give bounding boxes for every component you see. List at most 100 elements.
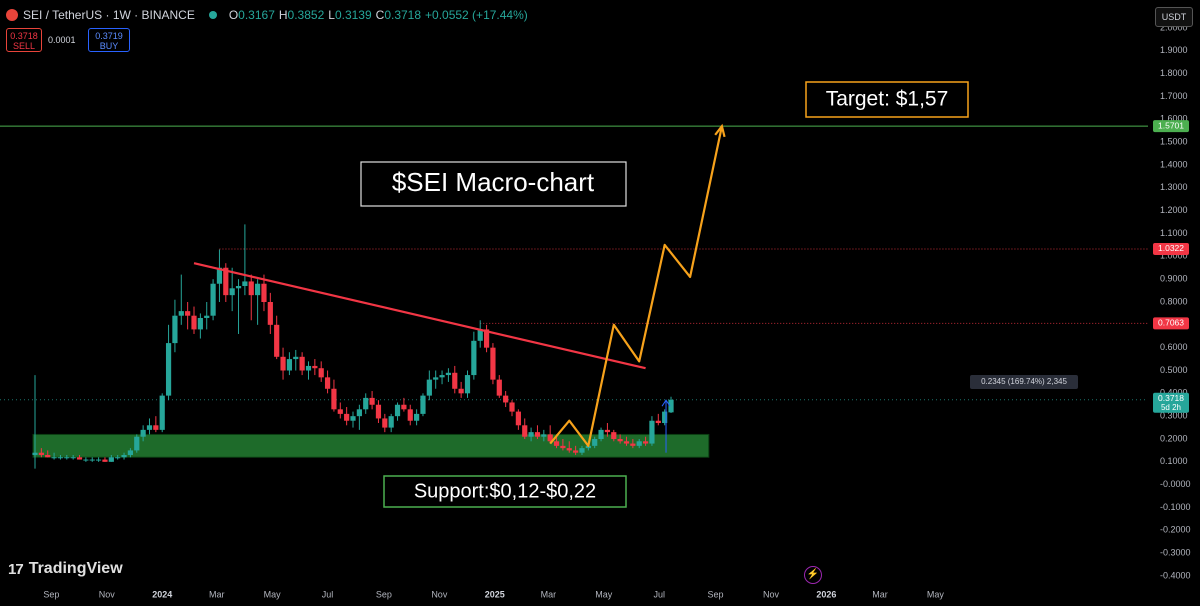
candle-body[interactable] — [496, 379, 502, 396]
projection-path[interactable] — [549, 125, 723, 447]
candle-body[interactable] — [611, 432, 617, 439]
candle-body[interactable] — [388, 416, 394, 428]
support-box[interactable] — [383, 475, 627, 508]
candle-body[interactable] — [274, 324, 280, 357]
candle-body[interactable] — [617, 439, 623, 442]
candle-body[interactable] — [668, 399, 674, 413]
candle-body[interactable] — [471, 340, 477, 376]
candle-body[interactable] — [369, 397, 375, 405]
descending-trendline[interactable] — [193, 262, 646, 370]
candle-body[interactable] — [223, 267, 229, 296]
candle-body[interactable] — [267, 302, 273, 325]
candle-body[interactable] — [178, 311, 184, 316]
candle-body[interactable] — [140, 429, 146, 437]
candle-body[interactable] — [57, 457, 64, 459]
target-box[interactable] — [805, 81, 969, 118]
candle-body[interactable] — [134, 436, 140, 451]
candle-body[interactable] — [382, 418, 388, 428]
candle-body[interactable] — [464, 375, 471, 394]
candle-body[interactable] — [280, 356, 286, 371]
candle-body[interactable] — [153, 425, 159, 430]
candle-body[interactable] — [312, 365, 318, 369]
candle-body[interactable] — [172, 315, 178, 344]
candle-body[interactable] — [318, 368, 324, 378]
candle-body[interactable] — [452, 372, 458, 389]
candle-body[interactable] — [560, 445, 566, 449]
candle-body[interactable] — [522, 425, 528, 437]
candle-body[interactable] — [503, 395, 509, 403]
candle-body[interactable] — [426, 379, 432, 396]
sell-button[interactable]: 0.3718 SELL — [6, 28, 42, 52]
candle-body[interactable] — [45, 454, 51, 458]
buy-button[interactable]: 0.3719 BUY — [88, 28, 130, 52]
candle-body[interactable] — [344, 413, 350, 421]
lightning-icon[interactable]: ⚡ — [804, 566, 822, 584]
candle-body[interactable] — [579, 448, 585, 453]
candle-body[interactable] — [483, 329, 490, 348]
candle-body[interactable] — [64, 457, 70, 459]
candle-body[interactable] — [509, 402, 515, 412]
candle-body[interactable] — [515, 411, 521, 426]
candle-body[interactable] — [433, 377, 439, 380]
candle-body[interactable] — [286, 359, 293, 371]
candle-body[interactable] — [96, 459, 102, 461]
candle-body[interactable] — [204, 315, 210, 318]
candle-body[interactable] — [375, 404, 382, 419]
time-axis[interactable]: Sep Nov 2024 Mar May Jul Sep Nov 2025 Mar May Jul Se… — [43, 589, 944, 599]
candle-body[interactable] — [70, 457, 76, 459]
candle-body[interactable] — [89, 459, 95, 461]
candle-body[interactable] — [642, 441, 649, 444]
candle-body[interactable] — [604, 429, 611, 433]
candle-body[interactable] — [541, 434, 547, 437]
candle-body[interactable] — [356, 409, 362, 417]
candle-body[interactable] — [216, 267, 223, 284]
candle-body[interactable] — [248, 281, 254, 296]
candle-body[interactable] — [102, 459, 108, 462]
candle-body[interactable] — [197, 317, 203, 330]
candle-body[interactable] — [445, 372, 452, 376]
candle-body[interactable] — [242, 281, 248, 287]
candle-body[interactable] — [394, 404, 401, 417]
support-zone[interactable] — [32, 433, 710, 458]
candle-body[interactable] — [299, 356, 305, 371]
candle-body[interactable] — [407, 409, 413, 421]
candle-body[interactable] — [127, 450, 134, 455]
candle-body[interactable] — [210, 283, 216, 316]
candle-body[interactable] — [662, 411, 668, 424]
candle-body[interactable] — [51, 457, 57, 459]
candle-body[interactable] — [630, 443, 636, 446]
candle-body[interactable] — [165, 343, 172, 396]
price-tag[interactable] — [1153, 392, 1189, 413]
candle-body[interactable] — [191, 315, 197, 330]
candle-body[interactable] — [439, 375, 445, 378]
candle-body[interactable] — [420, 395, 426, 414]
candle-body[interactable] — [655, 420, 661, 424]
candle-body[interactable] — [255, 283, 261, 296]
price-tag[interactable] — [1153, 242, 1189, 255]
candle-body[interactable] — [83, 459, 89, 461]
title-box[interactable] — [360, 161, 627, 207]
candle-body[interactable] — [573, 450, 579, 453]
currency-selector[interactable]: USDT — [1155, 7, 1193, 27]
candle-body[interactable] — [121, 454, 127, 458]
candle-body[interactable] — [293, 356, 299, 360]
candle-body[interactable] — [598, 429, 604, 439]
candle-body[interactable] — [623, 441, 630, 444]
candle-body[interactable] — [414, 413, 420, 421]
price-tag[interactable] — [1153, 317, 1189, 330]
candle-body[interactable] — [534, 432, 541, 437]
price-tag[interactable] — [1153, 120, 1189, 133]
candle-body[interactable] — [337, 409, 343, 414]
candle-body[interactable] — [115, 457, 121, 459]
candle-body[interactable] — [32, 452, 38, 455]
candle-body[interactable] — [649, 420, 655, 444]
candle-body[interactable] — [477, 329, 483, 341]
candle-body[interactable] — [592, 439, 598, 446]
candle-body[interactable] — [229, 288, 235, 296]
candle-body[interactable] — [38, 452, 44, 455]
candle-body[interactable] — [159, 395, 165, 430]
candle-body[interactable] — [363, 397, 369, 410]
candle-body[interactable] — [331, 388, 337, 410]
symbol-title[interactable]: SEI / TetherUS · 1W · BINANCE — [23, 8, 195, 22]
